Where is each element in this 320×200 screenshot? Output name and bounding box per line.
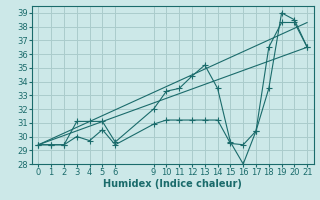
X-axis label: Humidex (Indice chaleur): Humidex (Indice chaleur) [103,179,242,189]
